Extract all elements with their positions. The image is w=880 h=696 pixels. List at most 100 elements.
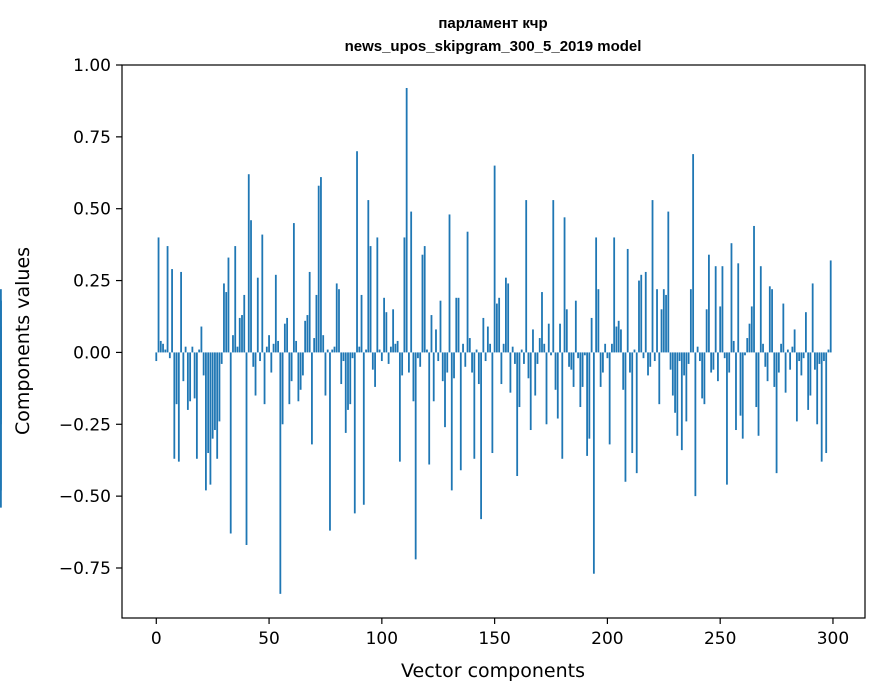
bar: [195, 352, 198, 459]
bar: [349, 352, 352, 405]
bar: [534, 352, 537, 396]
bar: [281, 352, 284, 425]
bar: [241, 315, 243, 353]
y-tick-label: 0.50: [73, 200, 111, 220]
bar: [595, 237, 598, 353]
bar: [200, 326, 203, 353]
bar: [728, 352, 731, 373]
bar: [689, 289, 692, 353]
bar: [502, 343, 505, 353]
bar: [175, 352, 178, 405]
bar: [538, 338, 541, 353]
bar: [261, 234, 264, 353]
bar: [714, 266, 717, 353]
bar: [446, 352, 449, 373]
bar: [277, 340, 279, 353]
bar: [698, 352, 701, 362]
bar: [362, 352, 365, 505]
bar: [597, 289, 600, 353]
x-axis-label: Vector components: [401, 660, 585, 682]
bar: [771, 289, 773, 353]
bar: [0, 352, 2, 356]
bar: [685, 352, 688, 422]
bar: [225, 292, 228, 353]
plot-frame: [121, 64, 866, 619]
bar: [344, 352, 347, 433]
bar: [186, 352, 189, 410]
bar: [671, 352, 674, 396]
bar: [735, 352, 737, 431]
bar: [712, 352, 715, 370]
bar: [380, 352, 383, 362]
bar: [466, 231, 469, 353]
bar: [583, 352, 586, 356]
bar: [459, 352, 462, 471]
y-tick-label: 0.75: [73, 128, 111, 148]
bar: [385, 312, 388, 353]
bar: [680, 352, 683, 451]
bar: [658, 352, 661, 405]
bar: [814, 352, 816, 370]
bar: [590, 317, 593, 353]
bar: [746, 338, 749, 353]
bar: [421, 254, 424, 353]
bar: [556, 352, 559, 419]
y-tick-label: 0.25: [73, 272, 111, 292]
x-tick-label: 250: [704, 629, 736, 649]
bar: [823, 352, 825, 362]
bar: [514, 352, 516, 364]
bar: [302, 352, 304, 376]
bar: [631, 352, 634, 454]
bar: [599, 352, 602, 387]
bar: [611, 343, 613, 353]
bar: [329, 352, 331, 531]
bar: [811, 283, 814, 353]
bar: [762, 343, 764, 353]
bar: [371, 352, 374, 370]
bar: [604, 343, 607, 353]
bar: [577, 352, 579, 359]
bar: [529, 352, 532, 431]
bar: [692, 154, 695, 353]
bar: [541, 292, 543, 353]
bar: [358, 346, 361, 353]
bar: [613, 237, 616, 353]
bar: [703, 352, 706, 405]
bar: [326, 349, 329, 353]
bar: [626, 248, 629, 353]
bar: [342, 352, 345, 362]
bar: [365, 349, 367, 353]
bar: [299, 352, 302, 390]
bar: [313, 338, 316, 353]
bar: [782, 303, 785, 353]
bar: [805, 312, 807, 353]
bar: [353, 352, 356, 514]
bar: [523, 352, 525, 364]
y-tick-label: −0.75: [59, 559, 111, 579]
bar: [338, 289, 340, 353]
bar: [0, 352, 2, 385]
bar: [274, 274, 277, 353]
bar: [290, 352, 293, 382]
bar: [471, 352, 473, 373]
bar: [426, 349, 428, 353]
bar: [441, 352, 444, 382]
bar: [272, 343, 275, 353]
bar: [721, 266, 724, 353]
bar: [236, 346, 239, 353]
bar: [320, 177, 322, 353]
chart-title-line-1: парламент кчр: [438, 15, 547, 32]
bar: [191, 346, 194, 353]
bar: [795, 352, 798, 422]
bar: [333, 346, 336, 353]
bar: [279, 352, 282, 594]
bar: [730, 243, 733, 353]
bar: [608, 352, 611, 445]
bar: [665, 294, 667, 353]
bar: [606, 352, 609, 359]
bar: [311, 352, 313, 445]
bar: [464, 352, 467, 367]
bar: [809, 352, 812, 396]
bar: [155, 352, 158, 362]
